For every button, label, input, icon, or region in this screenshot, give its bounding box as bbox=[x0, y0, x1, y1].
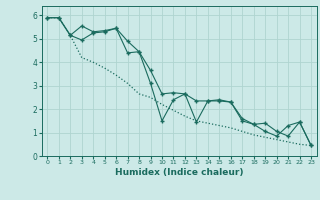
X-axis label: Humidex (Indice chaleur): Humidex (Indice chaleur) bbox=[115, 168, 244, 177]
